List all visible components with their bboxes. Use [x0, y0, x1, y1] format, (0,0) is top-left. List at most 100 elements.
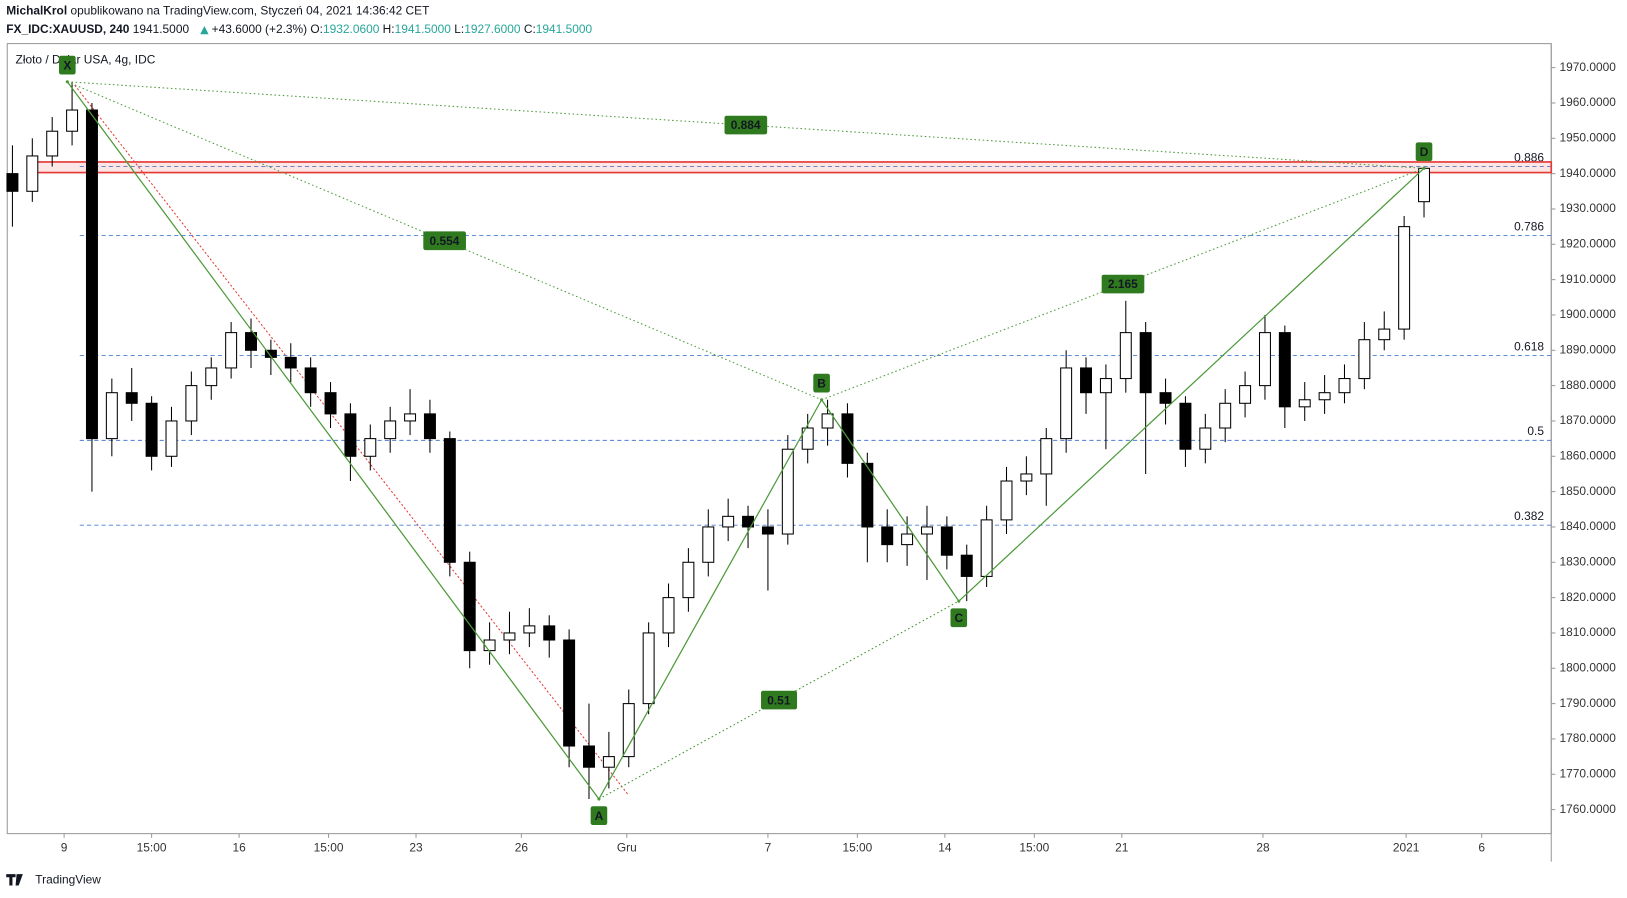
point-box [813, 373, 830, 393]
x-tick-label: 26 [515, 840, 529, 854]
price-zone [33, 161, 1553, 174]
candle-body [1298, 399, 1311, 408]
symbol-line: FX_IDC:XAUUSD, 240 1941.5000 [6, 22, 189, 36]
pattern-point [820, 398, 824, 402]
candle-body [46, 130, 59, 157]
point-box [950, 608, 968, 628]
point-label: B [817, 376, 826, 390]
candle-body [165, 420, 178, 457]
l-label: L: [454, 22, 464, 36]
ohlc-line: +43.6000 (+2.3%) O:1932.0600 H:1941.5000… [212, 22, 593, 36]
candle-body [125, 392, 138, 404]
y-tick-label: 1770.0000 [1560, 766, 1617, 780]
candle-body [801, 427, 814, 450]
candle-body [1119, 332, 1132, 380]
x-tick-label: 9 [61, 840, 68, 854]
candle-body [861, 462, 874, 528]
x-tick-label: 15:00 [842, 840, 872, 854]
y-tick-label: 1900.0000 [1560, 307, 1617, 321]
ratio-label: 2.165 [1108, 277, 1138, 291]
pattern-leg [958, 167, 1425, 602]
ratio-box [724, 115, 768, 135]
candle-body [324, 392, 337, 415]
candle-body [543, 625, 556, 641]
candle-body [901, 533, 914, 546]
x-tick-label: 7 [765, 840, 772, 854]
y-tick-label: 1890.0000 [1560, 342, 1617, 356]
candle-body [503, 632, 516, 641]
pattern-leg [821, 399, 960, 602]
y-tick-label: 1870.0000 [1560, 413, 1617, 427]
candle-body [1318, 392, 1331, 401]
fib-label: 0.382 [1514, 509, 1544, 523]
y-tick-label: 1930.0000 [1560, 201, 1617, 215]
candle-body [105, 392, 118, 440]
y-tick-label: 1970.0000 [1560, 60, 1617, 74]
candle-body [284, 356, 297, 369]
candle-body [722, 515, 735, 528]
close: 1941.5000 [536, 22, 593, 36]
header-line: MichalKrol opublikowano na TradingView.c… [6, 4, 430, 18]
candle-body [145, 402, 158, 457]
change: +43.6000 (+2.3%) [212, 22, 307, 36]
y-tick-label: 1840.0000 [1560, 519, 1617, 533]
x-tick-label: 15:00 [137, 840, 167, 854]
x-tick-label: 21 [1115, 840, 1129, 854]
up-arrow [200, 25, 209, 35]
point-label: A [595, 809, 604, 823]
candle-body [1358, 339, 1371, 380]
candle-body [642, 632, 655, 705]
candle-body [344, 413, 357, 457]
candle-body [662, 597, 675, 634]
x-tick-label: 2021 [1393, 840, 1420, 854]
point-label: X [63, 58, 71, 72]
pattern-point [957, 599, 961, 603]
candle-body [26, 155, 39, 192]
candle-body [1159, 392, 1172, 404]
pattern-leg [598, 399, 823, 800]
candle-body [682, 561, 695, 599]
candle-body [523, 625, 536, 634]
candle-body [463, 561, 476, 652]
candle-body [1278, 332, 1291, 408]
fib-label: 0.886 [1514, 150, 1544, 164]
y-tick-label: 1920.0000 [1560, 236, 1617, 250]
ratio-label: 0.554 [430, 234, 460, 248]
y-tick-label: 1780.0000 [1560, 731, 1617, 745]
pattern-point [1422, 166, 1426, 170]
candle-body [66, 109, 79, 132]
candle-body [702, 526, 715, 563]
published: opublikowano na TradingView.com, Styczeń… [70, 4, 430, 18]
candle-body [225, 332, 238, 369]
y-tick-label: 1830.0000 [1560, 554, 1617, 568]
candle-body [1080, 367, 1093, 394]
ratio-box [1101, 274, 1145, 294]
candle-body [443, 438, 456, 563]
y-tick-label: 1820.0000 [1560, 590, 1617, 604]
open: 1932.0600 [323, 22, 380, 36]
x-tick-label: 16 [232, 840, 246, 854]
fib-label: 0.786 [1514, 219, 1544, 233]
candle-body [205, 367, 218, 387]
y-tick-label: 1790.0000 [1560, 696, 1617, 710]
point-box [1415, 142, 1433, 162]
candle-body [1239, 385, 1252, 404]
author: MichalKrol [6, 4, 67, 18]
fib-label: 0.618 [1514, 339, 1544, 353]
candle-body [364, 438, 377, 457]
candle-body [1179, 402, 1192, 450]
candle-body [761, 526, 774, 535]
c-label: C: [524, 22, 536, 36]
candle-body [1020, 473, 1033, 482]
candle-body [1139, 332, 1152, 394]
x-tick-label: 6 [1478, 840, 1485, 854]
pattern-point [65, 80, 69, 84]
ratio-box [423, 231, 466, 251]
candle-body [781, 448, 794, 535]
point-box [59, 55, 76, 75]
x-tick-label: 23 [409, 840, 423, 854]
pattern-point [597, 797, 601, 801]
high: 1941.5000 [395, 22, 452, 36]
